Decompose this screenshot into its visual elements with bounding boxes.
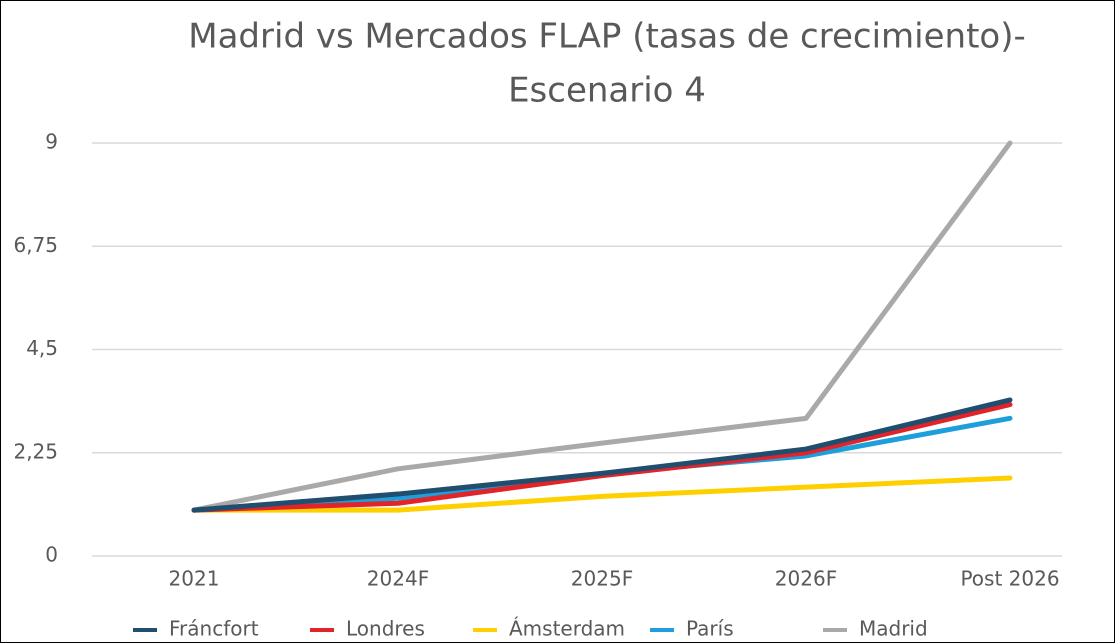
x-tick-label: 2025F	[571, 567, 633, 591]
y-tick-label: 2,25	[13, 439, 58, 463]
series-line	[191, 397, 1013, 513]
legend-label: Fráncfort	[169, 617, 259, 641]
y-tick-label: 0	[45, 543, 58, 567]
chart-title: Escenario 4	[508, 71, 706, 111]
legend-label: París	[686, 617, 734, 641]
x-tick-label: 2024F	[367, 567, 429, 591]
chart-title: Madrid vs Mercados FLAP (tasas de crecim…	[188, 17, 1025, 57]
legend-label: Ámsterdam	[509, 617, 625, 641]
series-line	[191, 475, 1013, 513]
legend-label: Madrid	[859, 617, 928, 641]
series-line	[191, 140, 1013, 513]
x-tick-label: 2021	[169, 567, 220, 591]
legend-label: Londres	[346, 617, 425, 641]
y-tick-label: 6,75	[13, 233, 58, 257]
x-tick-label: 2026F	[775, 567, 837, 591]
x-tick-label: Post 2026	[960, 567, 1059, 591]
y-tick-label: 4,5	[26, 336, 58, 360]
y-tick-label: 9	[45, 130, 58, 154]
